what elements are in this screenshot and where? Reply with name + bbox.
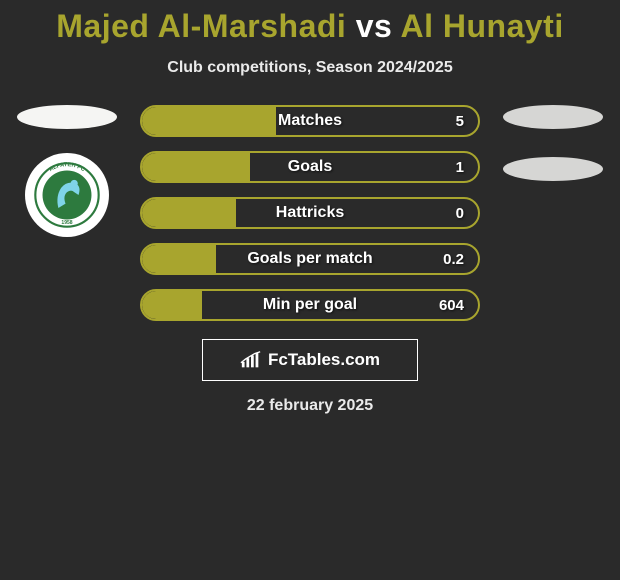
stat-label: Matches bbox=[278, 112, 342, 130]
stat-value: 0.2 bbox=[443, 251, 464, 268]
title-player1: Majed Al-Marshadi bbox=[56, 8, 346, 44]
branding-text: FcTables.com bbox=[268, 350, 380, 370]
stat-label: Goals per match bbox=[247, 250, 372, 268]
title-player2: Al Hunayti bbox=[400, 8, 563, 44]
stat-label: Min per goal bbox=[263, 296, 357, 314]
date-text: 22 february 2025 bbox=[247, 397, 373, 415]
comparison-card: Majed Al-Marshadi vs Al Hunayti Club com… bbox=[0, 0, 620, 415]
right-column bbox=[498, 105, 608, 181]
right-ellipse-2 bbox=[503, 157, 603, 181]
stat-label: Hattricks bbox=[276, 204, 344, 222]
page-title: Majed Al-Marshadi vs Al Hunayti bbox=[56, 8, 563, 45]
stats-column: Matches 5 Goals 1 Hattricks 0 Goals per match 0… bbox=[140, 105, 480, 321]
left-ellipse-1 bbox=[17, 105, 117, 129]
stat-bar-4: Min per goal 604 bbox=[140, 289, 480, 321]
stat-bar-2: Hattricks 0 bbox=[140, 197, 480, 229]
stat-fill bbox=[142, 199, 236, 227]
stat-value: 5 bbox=[456, 113, 464, 130]
svg-text:1958: 1958 bbox=[61, 220, 72, 226]
stat-fill bbox=[142, 107, 276, 135]
stat-label: Goals bbox=[288, 158, 332, 176]
club-logo: ALFATEH FC 1958 bbox=[25, 153, 109, 237]
stat-bar-0: Matches 5 bbox=[140, 105, 480, 137]
stat-value: 0 bbox=[456, 205, 464, 222]
left-column: ALFATEH FC 1958 bbox=[12, 105, 122, 237]
stat-bar-3: Goals per match 0.2 bbox=[140, 243, 480, 275]
stat-fill bbox=[142, 153, 250, 181]
subtitle: Club competitions, Season 2024/2025 bbox=[167, 59, 452, 77]
stat-fill bbox=[142, 291, 202, 319]
content-row: ALFATEH FC 1958 Matches 5 Goals 1 Hattricks 0… bbox=[0, 105, 620, 321]
title-vs: vs bbox=[356, 8, 393, 44]
club-logo-svg: ALFATEH FC 1958 bbox=[31, 159, 103, 231]
stat-value: 604 bbox=[439, 297, 464, 314]
branding-box[interactable]: FcTables.com bbox=[202, 339, 418, 381]
right-ellipse-1 bbox=[503, 105, 603, 129]
chart-icon bbox=[240, 350, 262, 370]
stat-bar-1: Goals 1 bbox=[140, 151, 480, 183]
stat-fill bbox=[142, 245, 216, 273]
stat-value: 1 bbox=[456, 159, 464, 176]
